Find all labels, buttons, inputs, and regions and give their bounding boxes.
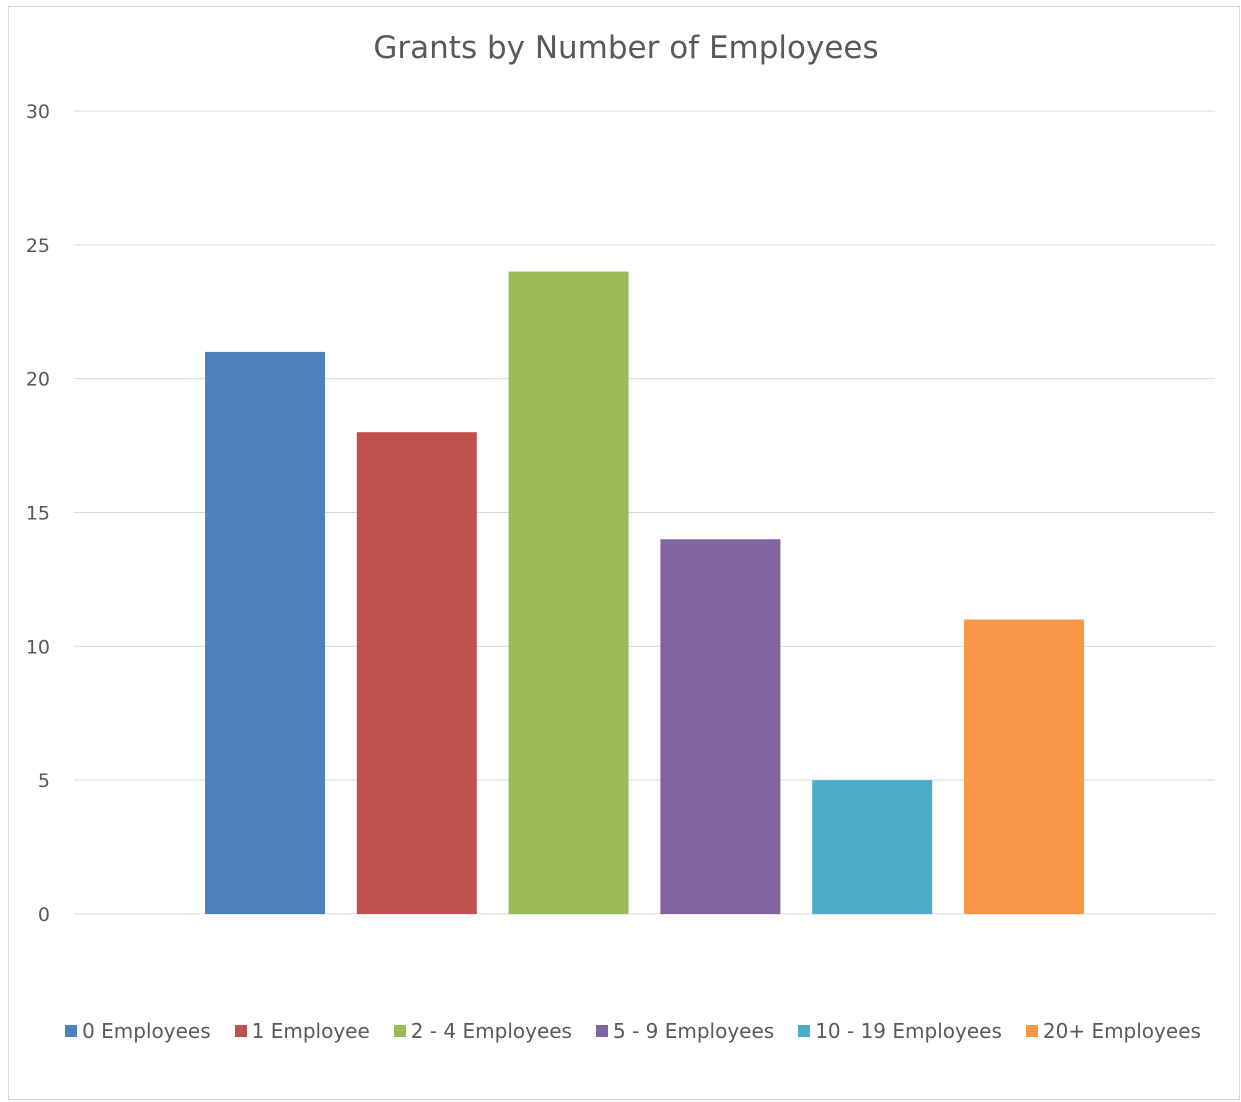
legend-swatch: [798, 1025, 811, 1037]
chart-title: Grants by Number of Employees: [373, 30, 879, 66]
bar-5-9-employees: [660, 539, 781, 914]
y-tick-label: 25: [26, 235, 50, 257]
y-tick-label: 15: [26, 503, 50, 525]
bar-20-employees: [964, 619, 1084, 914]
legend-label: 0 Employees: [82, 1019, 211, 1043]
legend-label: 5 - 9 Employees: [612, 1019, 775, 1043]
legend-label: 10 - 19 Employees: [815, 1019, 1002, 1043]
legend-swatch: [234, 1025, 247, 1037]
bar-10-19-employees: [812, 780, 933, 914]
y-tick-label: 20: [26, 369, 50, 391]
chart-legend: 0 Employees 1 Employee 2 - 4 Employees 5 - …: [0, 1019, 1241, 1043]
y-tick-label: 30: [26, 101, 50, 123]
legend-item: 2 - 4 Employees: [393, 1019, 572, 1043]
legend-item: 1 Employee: [234, 1019, 370, 1043]
legend-item: 20+ Employees: [1025, 1019, 1201, 1043]
bar-2-4-employees: [508, 271, 629, 915]
bar-1-employee: [356, 432, 477, 914]
legend-label: 2 - 4 Employees: [410, 1019, 572, 1043]
y-tick-label: 5: [38, 770, 50, 792]
legend-item: 5 - 9 Employees: [595, 1019, 775, 1043]
legend-label: 20+ Employees: [1042, 1019, 1201, 1043]
legend-swatch: [393, 1025, 406, 1037]
legend-label: 1 Employee: [251, 1019, 370, 1043]
legend-swatch: [65, 1025, 78, 1037]
legend-item: 0 Employees: [65, 1019, 211, 1043]
legend-swatch: [595, 1025, 608, 1037]
bar-0-employees: [205, 351, 325, 914]
legend-swatch: [1025, 1025, 1038, 1037]
y-tick-label: 10: [26, 636, 50, 658]
y-tick-label: 0: [38, 904, 50, 926]
legend-item: 10 - 19 Employees: [798, 1019, 1002, 1043]
